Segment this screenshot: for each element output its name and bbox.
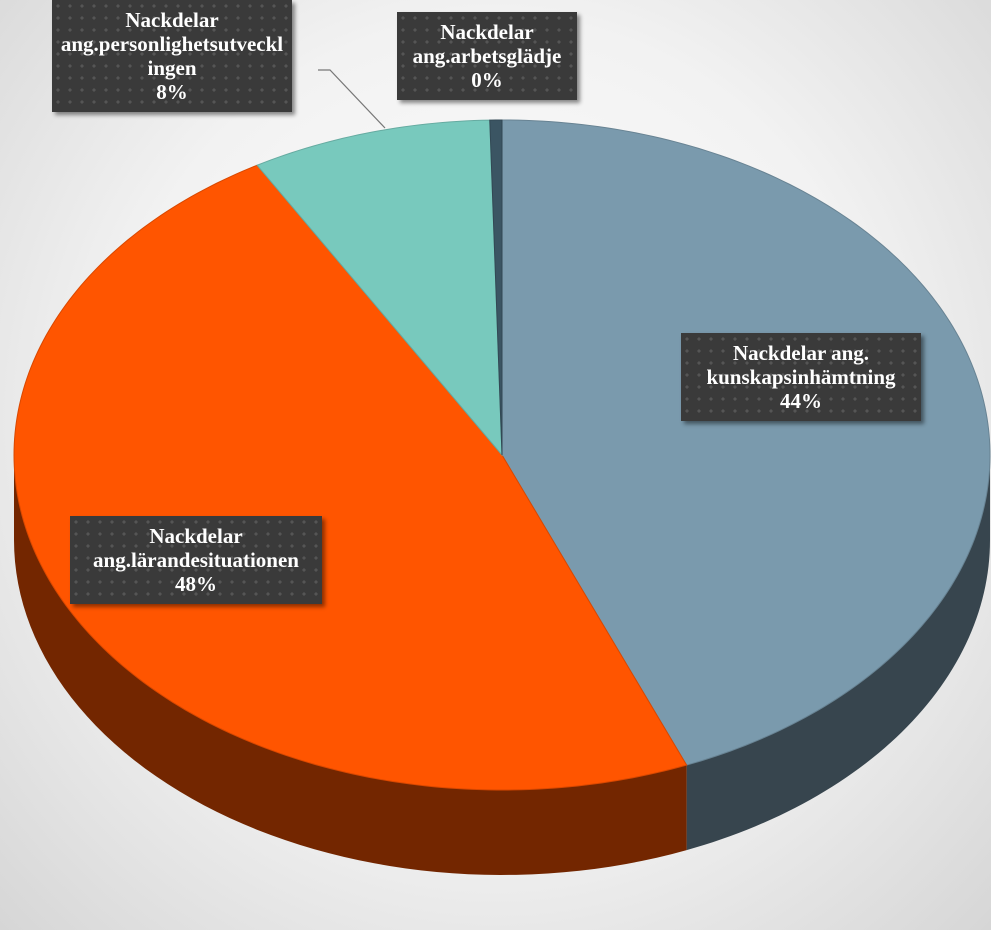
label-category: Nackdelar ang.lärandesituationen <box>93 524 299 572</box>
label-value: 48% <box>175 572 217 596</box>
data-label: Nackdelar ang.lärandesituationen 48% <box>70 516 322 604</box>
data-label: Nackdelar ang.arbetsglädje 0% <box>397 12 577 100</box>
data-label: Nackdelar ang.personlighetsutvecklingen 8… <box>52 0 292 112</box>
data-label: Nackdelar ang. kunskapsinhämtning 44% <box>681 333 921 421</box>
label-value: 8% <box>156 80 188 104</box>
slice <box>501 119 991 766</box>
label-value: 44% <box>780 389 822 413</box>
slice-side <box>14 455 687 875</box>
slice <box>489 119 503 456</box>
leader-line <box>318 69 386 129</box>
slice <box>13 164 688 791</box>
label-category: Nackdelar ang.personlighetsutvecklingen <box>60 8 284 80</box>
slice-side <box>686 455 990 851</box>
slice <box>256 119 503 457</box>
label-value: 0% <box>471 68 503 92</box>
label-category: Nackdelar ang.arbetsglädje <box>412 20 562 68</box>
label-category: Nackdelar ang. kunskapsinhämtning <box>706 341 896 389</box>
